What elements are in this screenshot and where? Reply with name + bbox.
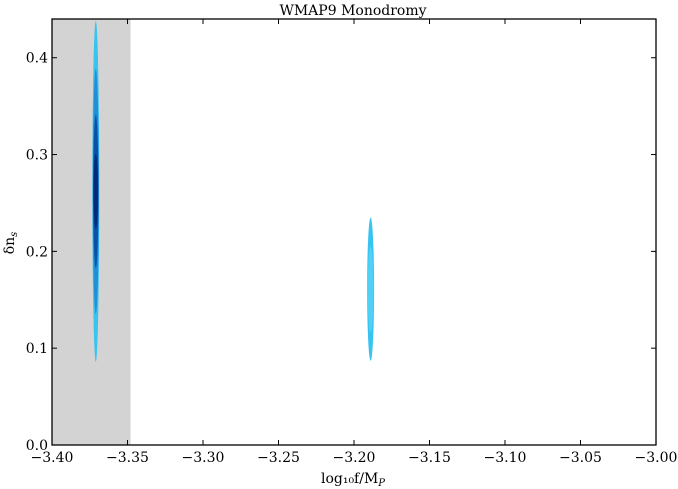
y-axis-label: δns bbox=[2, 232, 20, 255]
chart-title: WMAP9 Monodromy bbox=[279, 3, 426, 19]
x-tick-label: −3.00 bbox=[635, 450, 678, 466]
x-tick-label: −3.15 bbox=[408, 450, 451, 466]
y-tick-label: 0.1 bbox=[26, 341, 48, 357]
x-tick-label: −3.05 bbox=[559, 450, 602, 466]
axes: −3.40 −3.35 −3.30 −3.25 −3.20 −3.15 −3.10 −3.05… bbox=[26, 18, 678, 466]
plot-area bbox=[52, 19, 375, 445]
x-tick-label: −3.30 bbox=[182, 450, 225, 466]
excluded-region bbox=[52, 19, 131, 445]
x-tick-label: −3.35 bbox=[106, 450, 149, 466]
x-tick-label: −3.20 bbox=[333, 450, 376, 466]
y-tick-label: 0.0 bbox=[26, 438, 48, 454]
x-axis-label: log₁₀f/MP bbox=[321, 471, 385, 489]
y-tick-label: 0.3 bbox=[26, 148, 48, 164]
y-tick-label: 0.2 bbox=[26, 244, 48, 260]
plot-frame bbox=[51, 18, 657, 446]
x-tick-label: −3.10 bbox=[484, 450, 527, 466]
contour-1-level-4 bbox=[93, 153, 99, 229]
x-tick-label: −3.25 bbox=[257, 450, 300, 466]
y-tick-label: 0.4 bbox=[26, 51, 48, 67]
contour-2-level-2 bbox=[367, 246, 374, 333]
x-tick-label: −3.40 bbox=[31, 450, 74, 466]
